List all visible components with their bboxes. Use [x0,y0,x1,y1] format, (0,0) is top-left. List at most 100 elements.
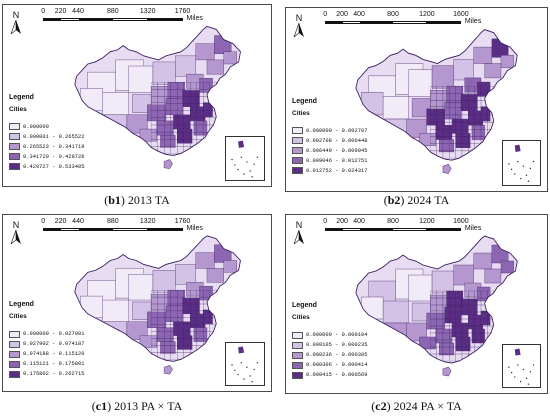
scale-bar-tick-label: 1600 [453,218,469,225]
legend-swatch [9,163,20,171]
city-boundary [493,304,501,313]
legend-swatch [292,167,303,175]
city-region [176,335,193,350]
city-boundary [493,297,501,306]
city-region [451,118,469,134]
legend-title: Legend [292,302,317,310]
city-boundary [209,345,217,353]
map-panel-b1: N 0 220 440 880 1320 1760 Miles Legend Cities 0.00… [2,4,272,187]
city-region [451,322,469,338]
scale-bar-tick-label: 880 [107,218,119,225]
legend-title: Legend [9,93,34,101]
city-boundary [487,93,494,101]
scale-bar-tick-label: 0 [323,11,328,18]
city-region [128,65,154,93]
scale-bar-tick-label: 220 [54,218,67,225]
city-region [361,296,384,320]
city-boundary [209,303,217,312]
city-region [156,120,174,136]
north-arrow-icon: N [292,13,306,39]
scale-bar-tick-label: 400 [353,11,365,18]
china-map [355,235,518,377]
city-boundary [209,338,217,346]
legend-subtitle: Cities [9,313,27,321]
city-region [182,90,200,107]
city-boundary [203,146,210,154]
legend-label: 0.000000 - 0.027901 [23,331,85,338]
city-boundary [203,139,210,147]
scale-bar-unit: Miles [186,15,203,22]
scale-bar-segment [44,19,62,20]
city-region [175,264,196,285]
scale-bar: 0 200 400 800 1200 1600 Miles [323,218,491,236]
city-region [453,59,474,81]
legend-label: 0.012752 - 0.024317 [306,167,368,174]
city-boundary [209,96,217,104]
inset-islands [508,144,535,183]
legend-label: 0.009046 - 0.012751 [306,157,368,164]
city-region [190,313,206,328]
city-boundary [487,339,494,348]
scale-bar-segment [342,22,360,23]
city-region [406,322,427,342]
south-china-sea-inset [224,135,265,181]
legend-item: 0.012752 - 0.024317 [292,166,367,176]
city-boundary [216,124,223,133]
city-region [473,252,493,270]
legend-item: 0.000000 - 0.027901 [9,329,84,339]
city-boundary [196,146,204,154]
city-region [439,342,454,356]
city-boundary [487,100,494,108]
scale-bar-tick-label: 800 [387,11,399,18]
city-region [446,290,464,308]
city-boundary [216,96,223,104]
city-boundary [493,311,501,320]
city-region [80,295,103,319]
city-boundary [487,297,494,306]
legend-item: 0.006449 - 0.009045 [292,146,367,156]
city-boundary [216,345,223,353]
north-label: N [12,10,20,20]
city-region [477,81,491,97]
china-map [74,235,241,375]
scale-bar-tick-label: 0 [41,218,46,225]
china-map [355,29,518,174]
inset-islands [231,346,258,383]
city-region [382,96,409,120]
south-china-sea-inset [224,342,265,386]
city-boundary [203,352,210,360]
city-region [102,92,129,116]
panel-caption-c1: (c1) 2013 PA × TA [91,399,183,413]
city-region [223,51,237,65]
city-region [102,299,129,322]
legend-item: 0.000306 - 0.000414 [292,360,367,370]
city-region [147,104,167,122]
city-region [430,90,447,107]
city-region [468,110,483,126]
city-boundary [216,131,223,140]
city-region [419,336,436,350]
legend-label: 0.000000 - 0.002707 [306,127,368,134]
scale-bar: 0 220 440 880 1320 1760 Miles [41,218,212,236]
city-region [484,268,502,284]
city-boundary [216,317,223,325]
legend-subtitle: Cities [292,109,310,117]
scale-bar-segment [326,229,343,230]
scale-bar-line [43,18,183,21]
legend-label: 0.000000 [23,123,49,130]
legend-label: 0.115121 - 0.175801 [23,361,85,368]
scale-bar-tick-label: 1200 [419,218,435,225]
city-boundary [216,146,223,154]
city-boundary [216,324,223,332]
legend-item: 0.000000 - 0.000104 [292,330,367,340]
legend-swatch [292,157,303,165]
city-boundary [493,136,501,144]
legend-label: 0.000306 - 0.000414 [306,362,368,369]
legend-swatch [292,127,303,135]
scale-bar-segment [326,22,343,23]
scale-bar-tick-label: 1200 [419,11,435,18]
city-region [206,268,224,283]
city-region [150,293,169,311]
city-region [165,305,183,322]
legend-item: 0.000415 - 0.000569 [292,370,367,380]
